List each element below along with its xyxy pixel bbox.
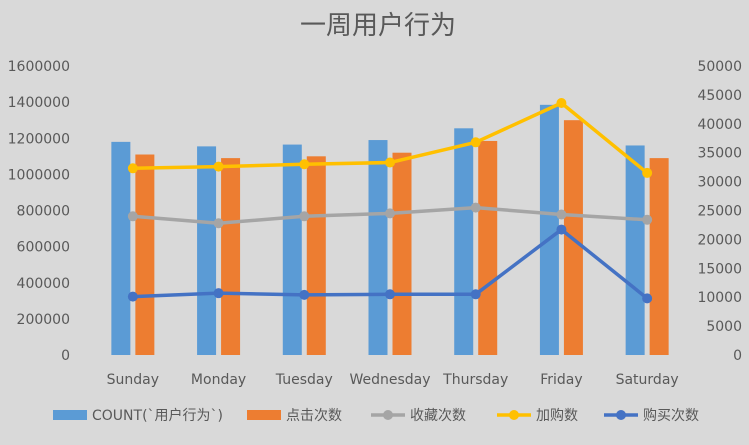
y-right-tick-label: 0 [733, 348, 742, 364]
bar-clicks-thursday [478, 140, 498, 355]
bar-count-monday [197, 146, 217, 355]
x-axis: Sunday Monday Tuesday Wednesday Thursday Frid… [107, 372, 679, 388]
line-point [556, 224, 567, 235]
line-point [127, 163, 138, 174]
line-point [642, 214, 653, 225]
y-left-tick-label: 800000 [17, 204, 70, 220]
bar-count-sunday [111, 141, 131, 355]
bar-series-group [111, 104, 669, 355]
line-point [127, 211, 138, 222]
line-point [385, 208, 395, 219]
legend-swatch-marker [616, 410, 626, 420]
y-right-tick-label: 40000 [697, 117, 742, 133]
y-right-tick-label: 20000 [697, 232, 742, 248]
line-series-group [127, 97, 653, 304]
line-point [385, 289, 395, 300]
bar-count-wednesday [368, 140, 388, 355]
x-tick-label: Wednesday [349, 372, 430, 388]
y-left-tick-label: 1200000 [8, 131, 70, 147]
y-right-tick-label: 10000 [697, 290, 742, 306]
line-point [299, 211, 310, 222]
bar-clicks-monday [221, 158, 241, 355]
y-left-tick-label: 1400000 [8, 95, 70, 111]
bar-count-tuesday [282, 144, 302, 355]
y-left-tick-label: 1600000 [8, 59, 70, 75]
x-tick-label: Saturday [616, 372, 679, 388]
y-right-tick-label: 30000 [697, 175, 742, 191]
legend-swatch-bar [247, 410, 281, 420]
y-right-tick-label: 45000 [697, 88, 742, 104]
line-point [470, 137, 481, 148]
x-tick-label: Tuesday [275, 372, 333, 388]
y-left-tick-label: 1000000 [8, 167, 70, 183]
chart-title: 一周用户行为 [300, 11, 456, 41]
y-right-tick-label: 50000 [697, 59, 742, 75]
legend-label: 购买次数 [643, 408, 699, 424]
x-tick-label: Friday [540, 372, 582, 388]
y-axis-right: 0 5000 10000 15000 20000 25000 30000 35000 40000… [697, 59, 742, 364]
legend-label: 加购数 [536, 408, 578, 424]
bar-count-saturday [625, 145, 645, 355]
x-tick-label: Monday [191, 372, 246, 388]
y-left-tick-label: 600000 [17, 240, 70, 256]
y-right-tick-label: 25000 [697, 204, 742, 220]
line-point [213, 218, 224, 229]
bar-count-thursday [454, 128, 474, 355]
bar-clicks-saturday [649, 158, 669, 355]
y-right-tick-label: 15000 [697, 261, 742, 277]
y-left-tick-label: 400000 [17, 276, 70, 292]
y-right-tick-label: 35000 [697, 146, 742, 162]
line-point [299, 159, 310, 170]
legend-swatch-marker [383, 410, 393, 420]
line-point [470, 202, 481, 213]
bar-clicks-tuesday [306, 156, 326, 355]
line-point [213, 288, 224, 299]
line-point [642, 293, 653, 304]
line-point [470, 289, 481, 300]
legend-label: 点击次数 [286, 408, 342, 424]
legend: COUNT(`用户行为`) 点击次数 收藏次数 加购数 购买次数 [53, 407, 699, 424]
line-point [385, 157, 395, 168]
x-tick-label: Thursday [442, 372, 508, 388]
line-point [127, 291, 138, 302]
bar-count-friday [539, 104, 559, 355]
y-axis-left: 0 200000 400000 600000 800000 1000000 1200000 1… [8, 59, 70, 364]
legend-swatch-marker [509, 410, 519, 420]
legend-label: COUNT(`用户行为`) [92, 407, 223, 424]
line-point [642, 167, 653, 178]
y-right-tick-label: 5000 [706, 319, 742, 335]
legend-label: 收藏次数 [410, 408, 466, 424]
line-point [556, 209, 567, 220]
x-tick-label: Sunday [107, 372, 159, 388]
legend-swatch-bar [53, 410, 87, 420]
line-point [213, 161, 224, 172]
y-left-tick-label: 200000 [17, 312, 70, 328]
y-left-tick-label: 0 [61, 348, 70, 364]
line-point [299, 289, 310, 300]
bar-clicks-sunday [135, 154, 155, 355]
bar-clicks-wednesday [392, 152, 412, 355]
line-point [556, 97, 567, 108]
